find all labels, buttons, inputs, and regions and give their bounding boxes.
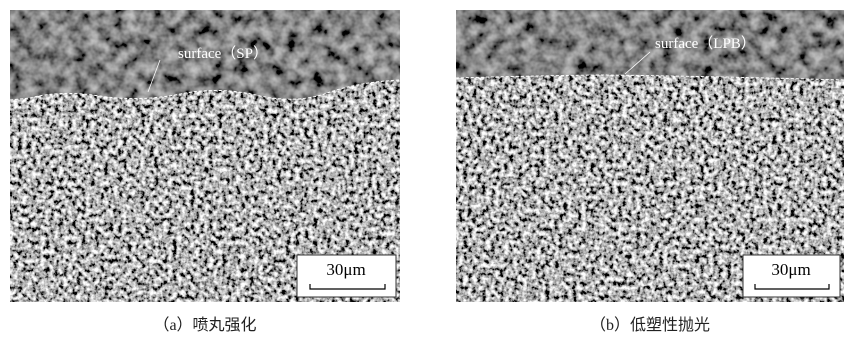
- mount-region: [456, 10, 844, 80]
- figure: surface（SP） 30μm （a）喷丸强化 surface（LPB） 30…: [0, 0, 844, 357]
- surface-label: surface（LPB）: [655, 35, 756, 52]
- scale-text: 30μm: [771, 260, 810, 279]
- surface-label: surface（SP）: [178, 45, 268, 62]
- caption: （b）低塑性抛光: [590, 316, 710, 334]
- caption: （a）喷丸强化: [153, 316, 256, 334]
- micrograph-a: surface（SP） 30μm: [10, 10, 400, 302]
- scale-text: 30μm: [326, 260, 365, 279]
- micrograph-b: surface（LPB） 30μm: [456, 10, 844, 302]
